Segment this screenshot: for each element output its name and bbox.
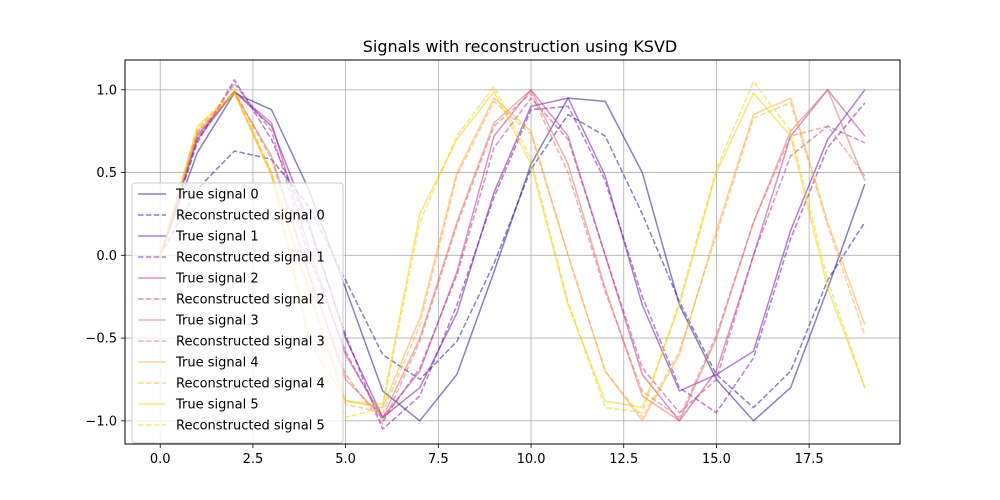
x-tick-label: 15.0 — [702, 452, 731, 467]
plot-frame — [124, 59, 901, 445]
series-line-5 — [159, 82, 866, 422]
legend-label: Reconstructed signal 5 — [176, 419, 325, 434]
x-tick-label: 17.5 — [795, 452, 824, 467]
series-line-7 — [159, 90, 866, 425]
legend-label: Reconstructed signal 3 — [176, 335, 325, 350]
legend-label: Reconstructed signal 1 — [176, 251, 325, 266]
legend: True signal 0 Reconstructed signal 0 True … — [131, 182, 344, 444]
x-tick-label: 12.5 — [609, 452, 638, 467]
y-tick-label: 0.5 — [96, 166, 117, 181]
ticks-layer: 0.0 2.5 5.0 7.5 10.0 12.5 15.0 17.5 −1.0 −0.5 0.0 0… — [85, 83, 823, 467]
y-tick-label: −0.5 — [85, 332, 117, 347]
x-tick-label: 5.0 — [335, 452, 356, 467]
chart-title: Signals with reconstruction using KSVD — [363, 37, 677, 56]
legend-label: True signal 0 — [175, 188, 259, 203]
legend-box — [131, 182, 344, 444]
legend-label: True signal 5 — [175, 398, 259, 413]
y-tick-label: 0.0 — [96, 249, 117, 264]
legend-label: True signal 4 — [175, 356, 259, 371]
x-tick-label: 2.5 — [243, 452, 264, 467]
y-tick-label: −1.0 — [85, 414, 117, 429]
legend-label: Reconstructed signal 4 — [176, 377, 325, 392]
legend-label: True signal 2 — [175, 272, 259, 287]
x-tick-label: 10.0 — [517, 452, 546, 467]
legend-label: True signal 1 — [175, 230, 259, 245]
legend-label: Reconstructed signal 2 — [176, 293, 325, 308]
series-line-1 — [159, 113, 866, 409]
x-tick-label: 0.0 — [150, 452, 171, 467]
legend-label: True signal 3 — [175, 314, 259, 329]
y-tick-label: 1.0 — [96, 83, 117, 98]
x-tick-label: 7.5 — [428, 452, 449, 467]
legend-label: Reconstructed signal 0 — [176, 209, 325, 224]
